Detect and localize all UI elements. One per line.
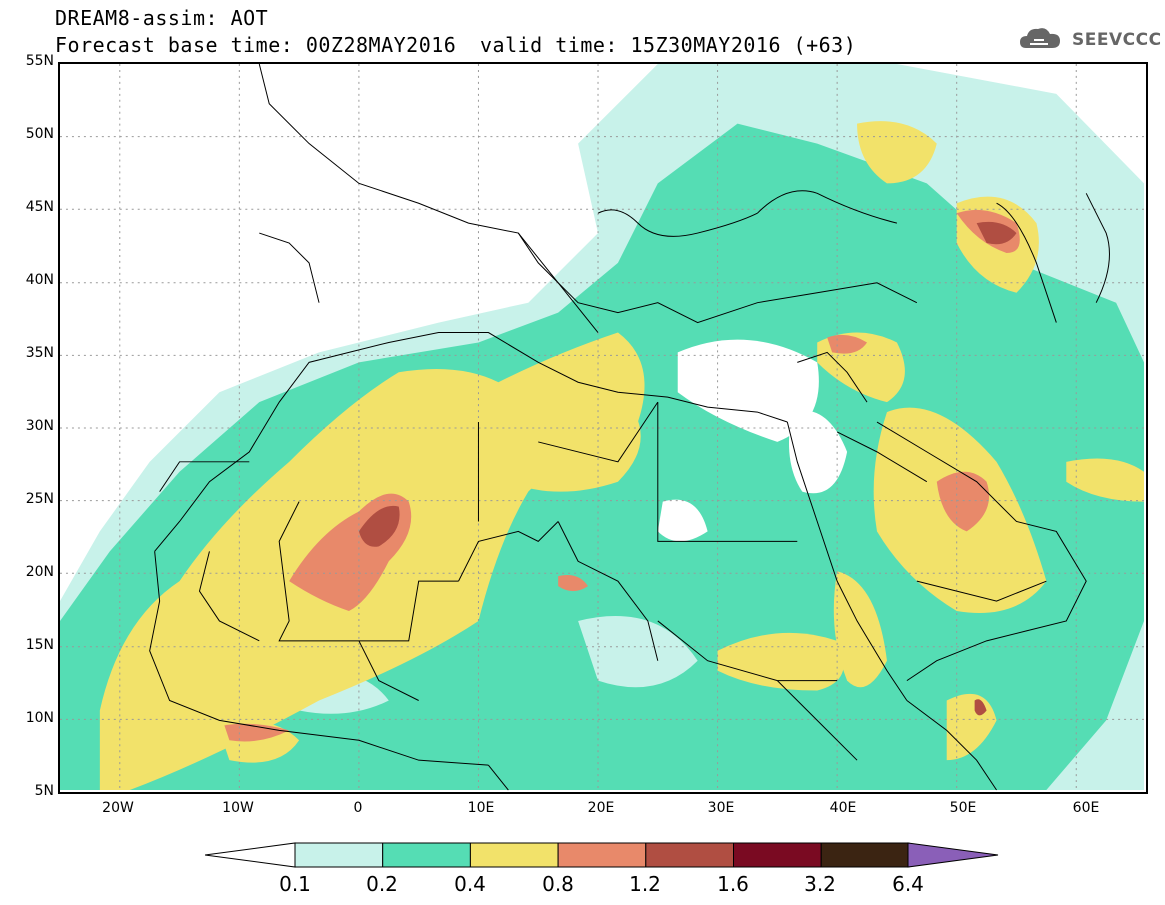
lat-label: 35N	[25, 345, 54, 361]
colorbar-label: 0.1	[279, 872, 311, 896]
lat-label: 45N	[25, 199, 54, 215]
lat-label: 55N	[25, 53, 54, 69]
colorbar-swatch	[820, 842, 910, 868]
cloud-logo-icon	[1020, 28, 1060, 48]
aot-field	[60, 64, 1145, 791]
lon-label: 20W	[102, 800, 134, 816]
lon-label: 30E	[707, 800, 735, 816]
aot-map	[58, 62, 1148, 794]
colorbar-label: 0.2	[366, 872, 398, 896]
lon-label: 0	[353, 800, 363, 816]
lat-label: 10N	[25, 710, 54, 726]
colorbar-label: 0.8	[542, 872, 574, 896]
lat-label: 50N	[25, 126, 54, 142]
lon-label: 10W	[222, 800, 254, 816]
colorbar	[205, 842, 999, 868]
colorbar-label: 1.6	[717, 872, 749, 896]
base-time: Forecast base time: 00Z28MAY2016	[55, 33, 457, 57]
lon-label: 60E	[1072, 800, 1100, 816]
lat-label: 30N	[25, 418, 54, 434]
lon-label: 20E	[587, 800, 615, 816]
colorbar-swatch	[294, 842, 384, 868]
colorbar-swatch	[469, 842, 559, 868]
colorbar-swatch	[645, 842, 734, 868]
lat-label: 25N	[25, 491, 54, 507]
lat-label: 20N	[25, 564, 54, 580]
valid-time: valid time: 15Z30MAY2016 (+63)	[480, 33, 857, 57]
colorbar-swatch	[557, 842, 647, 868]
colorbar-swatch	[733, 842, 822, 868]
map-title: DREAM8-assim: AOT	[55, 6, 269, 30]
colorbar-label: 3.2	[804, 872, 836, 896]
lat-label: 5N	[34, 783, 54, 799]
lon-label: 40E	[829, 800, 857, 816]
lat-label: 15N	[25, 637, 54, 653]
lat-label: 40N	[25, 272, 54, 288]
graticule	[60, 64, 1146, 792]
lon-label: 10E	[467, 800, 495, 816]
colorbar-swatch	[382, 842, 471, 868]
colorbar-label: 0.4	[454, 872, 486, 896]
colorbar-label: 6.4	[892, 872, 924, 896]
borders	[159, 401, 1047, 761]
lon-label: 50E	[949, 800, 977, 816]
logo-text: SEEVCCC	[1072, 30, 1162, 50]
colorbar-label: 1.2	[629, 872, 661, 896]
